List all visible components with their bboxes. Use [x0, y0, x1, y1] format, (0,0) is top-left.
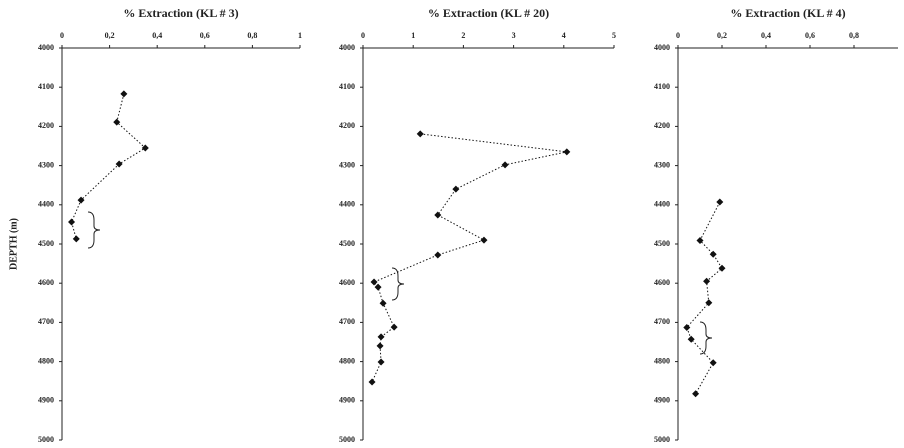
data-point: [687, 335, 695, 343]
y-tick-label: 4700: [654, 317, 670, 326]
data-point: [709, 250, 717, 258]
y-tick-label: 4600: [38, 278, 54, 287]
data-point: [390, 323, 398, 331]
x-tick-label: 0,4: [152, 31, 162, 40]
y-tick-label: 4600: [654, 278, 670, 287]
data-point: [718, 264, 726, 272]
y-tick-label: 4500: [339, 239, 355, 248]
x-tick-label: 2: [461, 31, 465, 40]
y-tick-label: 4300: [654, 160, 670, 169]
x-tick-label: 0,6: [200, 31, 210, 40]
data-point: [377, 333, 385, 341]
y-tick-label: 4800: [654, 356, 670, 365]
x-tick-label: 0,6: [805, 31, 815, 40]
y-tick-label: 4100: [38, 82, 54, 91]
data-point: [72, 235, 80, 243]
data-line: [70, 93, 147, 240]
data-point: [703, 277, 711, 285]
brace: [391, 267, 405, 301]
data-line: [686, 201, 723, 394]
y-tick-label: 4100: [654, 82, 670, 91]
x-tick-label: 1: [411, 31, 415, 40]
data-line: [371, 133, 567, 383]
y-tick-label: 4500: [38, 239, 54, 248]
y-tick-label: 4200: [339, 121, 355, 130]
data-point: [692, 390, 700, 398]
y-tick-label: 4100: [339, 82, 355, 91]
y-tick-label: 4300: [339, 160, 355, 169]
x-tick-label: 0,2: [105, 31, 115, 40]
data-point: [115, 160, 123, 168]
y-tick-label: 4200: [654, 121, 670, 130]
x-tick-label: 0: [60, 31, 64, 40]
y-tick-label: 5000: [38, 435, 54, 444]
x-tick-label: 4: [562, 31, 566, 40]
data-point: [68, 218, 76, 226]
y-tick-label: 4700: [339, 317, 355, 326]
y-tick-label: 4900: [38, 396, 54, 405]
data-point: [120, 90, 128, 98]
y-tick-label: 4200: [38, 121, 54, 130]
data-point: [368, 378, 376, 386]
y-tick-label: 4500: [654, 239, 670, 248]
x-tick-label: 0: [361, 31, 365, 40]
y-tick-label: 4400: [339, 200, 355, 209]
data-point: [376, 342, 384, 350]
x-tick-label: 5: [612, 31, 616, 40]
x-tick-label: 0,4: [761, 31, 771, 40]
data-point: [452, 185, 460, 193]
y-tick-label: 4400: [654, 200, 670, 209]
data-point: [370, 278, 378, 286]
y-tick-label: 4600: [339, 278, 355, 287]
data-point: [374, 283, 382, 291]
y-tick-label: 4300: [38, 160, 54, 169]
y-tick-label: 5000: [654, 435, 670, 444]
chart-title: % Extraction (KL # 4): [730, 6, 845, 20]
y-axis-label: DEPTH (m): [8, 218, 19, 270]
data-point: [141, 144, 149, 152]
y-tick-label: 4800: [38, 356, 54, 365]
data-point: [696, 236, 704, 244]
x-tick-label: 0: [676, 31, 680, 40]
data-point: [377, 358, 385, 366]
data-point: [113, 118, 121, 126]
brace: [87, 211, 101, 249]
data-point: [77, 196, 85, 204]
data-point: [501, 161, 509, 169]
brace: [699, 321, 713, 355]
chart-title: % Extraction (KL # 20): [428, 6, 549, 20]
x-tick-label: 1: [298, 31, 302, 40]
data-point: [705, 299, 713, 307]
data-point: [709, 359, 717, 367]
chart-title: % Extraction (KL # 3): [123, 6, 238, 20]
y-tick-label: 4000: [654, 43, 670, 52]
y-tick-label: 4700: [38, 317, 54, 326]
data-point: [379, 299, 387, 307]
x-tick-label: 3: [512, 31, 516, 40]
x-tick-label: 0,2: [717, 31, 727, 40]
y-tick-label: 4000: [339, 43, 355, 52]
x-tick-label: 0,8: [849, 31, 859, 40]
y-tick-label: 4000: [38, 43, 54, 52]
y-tick-label: 4800: [339, 356, 355, 365]
data-point: [434, 251, 442, 259]
y-tick-label: 4400: [38, 200, 54, 209]
data-point: [434, 211, 442, 219]
data-point: [563, 148, 571, 156]
y-tick-label: 5000: [339, 435, 355, 444]
data-point: [416, 130, 424, 138]
data-point: [480, 236, 488, 244]
data-point: [683, 323, 691, 331]
y-tick-label: 4900: [339, 396, 355, 405]
data-point: [716, 198, 724, 206]
x-tick-label: 0,8: [247, 31, 257, 40]
y-tick-label: 4900: [654, 396, 670, 405]
